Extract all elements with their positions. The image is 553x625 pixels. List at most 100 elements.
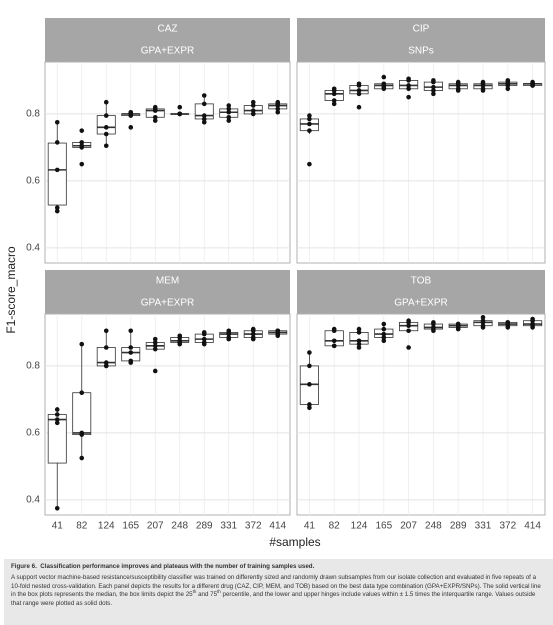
point	[307, 128, 312, 133]
point	[250, 331, 256, 337]
point	[381, 331, 387, 337]
point	[431, 91, 436, 97]
point	[54, 140, 60, 145]
point	[406, 345, 411, 350]
caption-text: A support vector machine-based resistanc…	[11, 574, 541, 599]
point	[406, 320, 411, 325]
point	[307, 121, 312, 127]
point	[226, 331, 232, 337]
caption: Figure 6. Classification performance imp…	[4, 559, 553, 625]
point	[505, 325, 511, 330]
strip	[297, 18, 545, 40]
point	[54, 208, 60, 214]
point	[356, 88, 362, 93]
point	[226, 103, 232, 108]
point	[103, 113, 109, 118]
caption-heading: Figure 6. Classification performance imp…	[11, 563, 546, 571]
strip	[45, 40, 290, 62]
point	[505, 86, 511, 92]
point	[406, 78, 411, 83]
point	[79, 161, 85, 167]
y-tick-label: 0.8	[26, 361, 40, 372]
point	[201, 93, 207, 98]
strip	[297, 270, 545, 292]
point	[79, 128, 85, 133]
point	[331, 88, 337, 93]
x-tick-label: 124	[98, 521, 115, 532]
panel-title: TOB	[411, 276, 432, 287]
point	[54, 412, 60, 417]
point	[54, 420, 60, 426]
point	[54, 506, 60, 511]
caption-text: and 75	[196, 591, 218, 599]
point	[128, 125, 134, 130]
point	[177, 104, 183, 110]
point	[455, 88, 461, 93]
point	[54, 407, 60, 412]
point	[307, 113, 312, 118]
caption-sup: th	[217, 589, 221, 595]
x-tick-label: 372	[499, 521, 516, 532]
point	[356, 83, 362, 88]
point	[54, 417, 60, 422]
y-tick-label: 0.6	[26, 428, 40, 439]
x-tick-label: 41	[304, 521, 316, 532]
caption-text: percentile, and the lower and upper hing…	[11, 591, 536, 607]
point	[152, 346, 158, 352]
point	[331, 338, 337, 344]
point	[103, 143, 109, 149]
point	[201, 113, 207, 118]
y-tick-label: 0.4	[26, 495, 40, 506]
point	[201, 101, 207, 107]
point	[431, 321, 436, 327]
x-tick-label: 331	[220, 521, 237, 532]
point	[250, 99, 256, 105]
point	[431, 84, 436, 90]
point	[530, 318, 535, 324]
x-tick-label: 289	[450, 521, 467, 532]
point	[381, 74, 387, 80]
point	[530, 83, 535, 88]
point	[152, 340, 158, 345]
point	[275, 106, 281, 112]
point	[79, 390, 85, 396]
point	[356, 341, 362, 347]
point	[480, 325, 486, 330]
x-tick-label: 82	[76, 521, 88, 532]
point	[79, 341, 85, 347]
point	[103, 360, 109, 365]
point	[201, 331, 207, 337]
point	[356, 338, 362, 344]
point	[128, 113, 134, 118]
point	[103, 131, 109, 137]
point	[177, 341, 183, 347]
x-tick-label: 124	[351, 521, 368, 532]
point	[152, 336, 158, 342]
point	[250, 103, 256, 108]
point	[103, 99, 109, 105]
point	[128, 360, 134, 365]
panel-subtitle: SNPs	[408, 46, 434, 57]
point	[250, 111, 256, 117]
point	[201, 341, 207, 347]
x-tick-label: 248	[425, 521, 442, 532]
strip	[45, 18, 290, 40]
caption-sup: th	[192, 589, 197, 595]
point	[226, 118, 232, 123]
x-tick-label: 414	[269, 521, 286, 532]
point	[356, 104, 362, 110]
point	[152, 114, 158, 120]
point	[406, 86, 411, 92]
plot-area	[44, 61, 291, 264]
caption-title: Classification performance improves and …	[40, 563, 315, 570]
point	[226, 106, 232, 112]
point	[307, 363, 312, 369]
point	[307, 405, 312, 411]
caption-label: Figure 6.	[11, 563, 37, 570]
box	[47, 142, 67, 206]
point	[79, 140, 85, 145]
point	[79, 432, 85, 437]
point	[480, 315, 486, 320]
point	[455, 83, 461, 88]
point	[331, 98, 337, 103]
